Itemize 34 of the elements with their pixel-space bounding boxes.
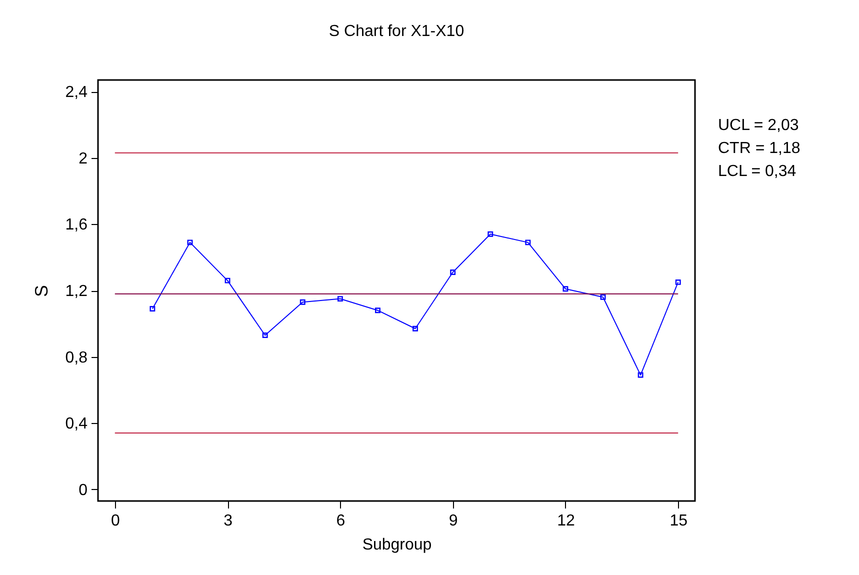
point: [187, 240, 193, 246]
point: [412, 326, 418, 332]
y-tick-label: 1,2: [65, 283, 88, 300]
y-tick-label: 1,6: [65, 216, 88, 234]
y-tick-label: 0,8: [65, 349, 88, 366]
y-tick-label: 2,4: [65, 84, 88, 102]
text: LCL = 0,34: [718, 162, 798, 182]
x-tick-label: 12: [557, 512, 575, 530]
x-tick-label: 3: [224, 512, 233, 530]
point: [300, 299, 306, 305]
point: [262, 332, 268, 338]
point: [675, 279, 681, 285]
point: [562, 286, 568, 292]
y-tick-label: 2: [78, 150, 88, 168]
point: [375, 308, 380, 314]
point: [450, 270, 456, 275]
y-axis-title: S: [31, 284, 52, 298]
x-tick-label: 6: [336, 512, 346, 530]
y-tick-label: 0,4: [65, 416, 88, 433]
point: [638, 372, 644, 378]
text: UCL = 2,03: [718, 116, 800, 136]
x-tick-label: 0: [110, 512, 120, 530]
point: [600, 294, 606, 300]
point: [488, 231, 494, 237]
y-tick-label: 0: [78, 482, 88, 499]
chart-title: S Chart for X1-X10: [328, 23, 464, 40]
point: [525, 240, 531, 246]
x-axis-title: Subgroup: [362, 536, 432, 554]
point: [224, 278, 230, 284]
x-tick-label: 9: [448, 512, 458, 530]
point: [150, 306, 156, 312]
text: CTR = 1,18: [718, 139, 800, 159]
point: [337, 296, 343, 302]
x-tick-label: 15: [670, 512, 688, 530]
